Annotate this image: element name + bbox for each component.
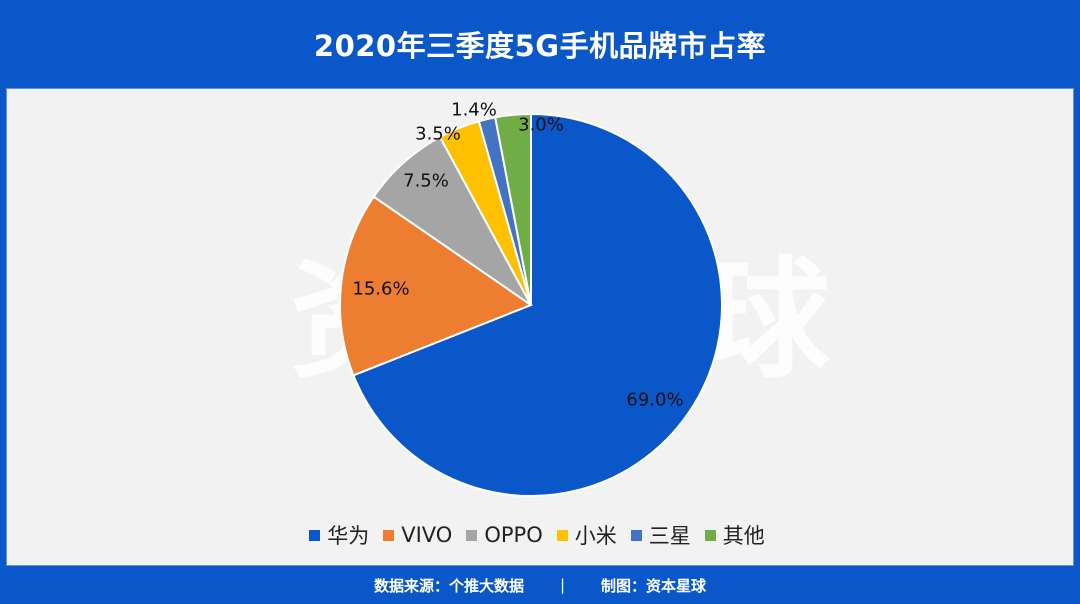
legend-label-1: VIVO (401, 523, 453, 547)
chart-title: 2020年三季度5G手机品牌市占率 (313, 29, 767, 63)
chart-legend: 华为 VIVO OPPO 小米 三星 其他 (0, 520, 1080, 550)
data-label-4: 1.4% (451, 100, 497, 121)
legend-swatch-5 (704, 529, 716, 541)
data-label-1: 15.6% (352, 279, 409, 300)
legend-item-4: 三星 (630, 520, 691, 550)
legend-item-3: 小米 (556, 520, 617, 550)
footer-bar: 数据来源：个推大数据 | 制图：资本星球 (0, 566, 1080, 604)
legend-item-2: OPPO (466, 523, 543, 547)
chart-title-bar: 2020年三季度5G手机品牌市占率 (0, 0, 1080, 88)
legend-label-3: 小米 (574, 524, 617, 548)
pie-slice-5 (494, 112, 532, 306)
data-label-3: 3.5% (415, 124, 461, 145)
legend-swatch-2 (466, 529, 478, 541)
data-label-2: 7.5% (403, 171, 449, 192)
legend-label-0: 华为 (327, 524, 370, 548)
legend-item-0: 华为 (309, 520, 369, 550)
legend-swatch-4 (630, 529, 642, 541)
legend-swatch-1 (383, 529, 395, 541)
data-label-0: 69.0% (626, 390, 683, 411)
legend-label-4: 三星 (648, 524, 691, 548)
data-source: 数据来源：个推大数据 (373, 576, 524, 595)
legend-label-5: 其他 (722, 524, 765, 548)
legend-swatch-3 (556, 529, 568, 541)
pie-slice-1 (339, 195, 534, 377)
legend-item-1: VIVO (383, 523, 452, 547)
legend-item-5: 其他 (704, 520, 765, 550)
legend-swatch-0 (309, 529, 321, 541)
chart-credit: 制图：资本星球 (601, 576, 707, 595)
data-label-5: 3.0% (518, 115, 564, 136)
legend-label-2: OPPO (484, 523, 543, 547)
pie-slice-0 (352, 112, 723, 497)
footer-separator: | (559, 576, 566, 594)
